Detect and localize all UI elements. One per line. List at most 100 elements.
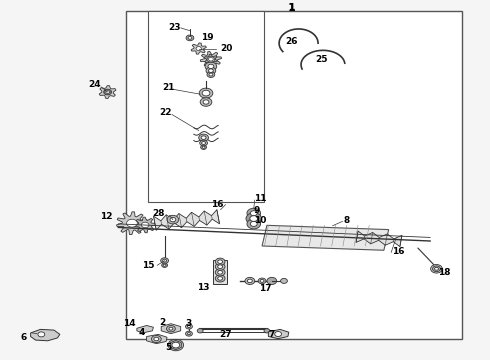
Circle shape — [215, 275, 225, 282]
Circle shape — [218, 276, 222, 280]
Bar — [147, 11, 265, 202]
Polygon shape — [262, 225, 389, 250]
Polygon shape — [191, 43, 206, 54]
Circle shape — [197, 329, 203, 333]
Circle shape — [209, 73, 213, 76]
Circle shape — [215, 269, 225, 276]
Text: 15: 15 — [143, 261, 155, 270]
Polygon shape — [147, 334, 167, 344]
Text: 17: 17 — [259, 284, 271, 293]
Circle shape — [245, 277, 255, 284]
Circle shape — [202, 90, 210, 96]
Text: 27: 27 — [220, 330, 232, 339]
Circle shape — [200, 98, 212, 106]
Circle shape — [168, 339, 184, 351]
Text: 21: 21 — [162, 83, 174, 92]
Circle shape — [161, 258, 169, 264]
Circle shape — [162, 263, 168, 267]
Circle shape — [188, 36, 192, 39]
Circle shape — [186, 331, 193, 336]
Text: 9: 9 — [254, 206, 260, 215]
Circle shape — [201, 90, 211, 97]
Circle shape — [247, 208, 261, 218]
Circle shape — [431, 265, 442, 273]
Circle shape — [169, 327, 173, 330]
Polygon shape — [161, 324, 181, 334]
Circle shape — [264, 329, 270, 333]
Circle shape — [215, 263, 225, 270]
Polygon shape — [269, 329, 289, 339]
Circle shape — [142, 222, 149, 228]
Circle shape — [38, 332, 45, 337]
Polygon shape — [134, 217, 156, 233]
Circle shape — [126, 219, 137, 227]
Circle shape — [199, 134, 208, 141]
Text: 19: 19 — [201, 33, 214, 42]
Text: 11: 11 — [254, 194, 266, 203]
Polygon shape — [356, 231, 402, 247]
Polygon shape — [204, 54, 218, 64]
Circle shape — [202, 146, 205, 148]
Circle shape — [201, 145, 206, 149]
Circle shape — [433, 266, 441, 272]
Circle shape — [258, 278, 266, 284]
Circle shape — [260, 279, 264, 282]
Circle shape — [215, 258, 225, 265]
Circle shape — [250, 221, 257, 226]
Circle shape — [218, 271, 222, 274]
Circle shape — [218, 260, 222, 264]
Text: 16: 16 — [392, 247, 405, 256]
Circle shape — [186, 35, 194, 41]
Bar — [213, 260, 227, 284]
Text: 28: 28 — [152, 210, 165, 219]
Polygon shape — [30, 329, 60, 341]
Circle shape — [218, 265, 222, 269]
Circle shape — [167, 325, 175, 332]
Text: 18: 18 — [438, 268, 450, 277]
Circle shape — [163, 264, 166, 266]
Circle shape — [188, 325, 191, 328]
Circle shape — [154, 337, 159, 341]
Circle shape — [186, 324, 193, 329]
Circle shape — [207, 72, 215, 77]
Circle shape — [200, 140, 207, 146]
Text: 20: 20 — [220, 44, 233, 53]
Circle shape — [281, 278, 288, 283]
Circle shape — [170, 217, 176, 222]
Polygon shape — [137, 325, 153, 333]
Circle shape — [199, 88, 213, 98]
Text: 1: 1 — [288, 3, 295, 13]
Text: 5: 5 — [166, 343, 172, 352]
Text: 16: 16 — [211, 200, 223, 209]
Circle shape — [202, 141, 205, 144]
Circle shape — [188, 333, 191, 335]
Polygon shape — [117, 212, 147, 235]
Circle shape — [205, 62, 217, 71]
Text: 7: 7 — [269, 330, 275, 339]
Text: 22: 22 — [159, 108, 172, 117]
Text: 14: 14 — [123, 319, 135, 328]
Circle shape — [196, 46, 201, 50]
Text: 3: 3 — [186, 319, 192, 328]
Circle shape — [250, 216, 258, 221]
Text: 4: 4 — [139, 328, 145, 337]
Circle shape — [247, 219, 261, 229]
Circle shape — [104, 90, 111, 94]
Circle shape — [201, 136, 206, 139]
Circle shape — [207, 57, 215, 62]
Circle shape — [203, 100, 209, 104]
Circle shape — [151, 336, 161, 343]
Text: 24: 24 — [89, 80, 101, 89]
Circle shape — [250, 211, 257, 216]
Bar — [125, 11, 462, 339]
Circle shape — [435, 267, 439, 270]
Circle shape — [208, 64, 214, 68]
Circle shape — [106, 91, 110, 94]
Text: 23: 23 — [168, 23, 181, 32]
Polygon shape — [200, 51, 221, 67]
Text: 10: 10 — [254, 216, 266, 225]
Text: 13: 13 — [197, 283, 210, 292]
Text: 1: 1 — [288, 3, 294, 12]
Text: 25: 25 — [316, 55, 328, 64]
Circle shape — [163, 259, 167, 262]
